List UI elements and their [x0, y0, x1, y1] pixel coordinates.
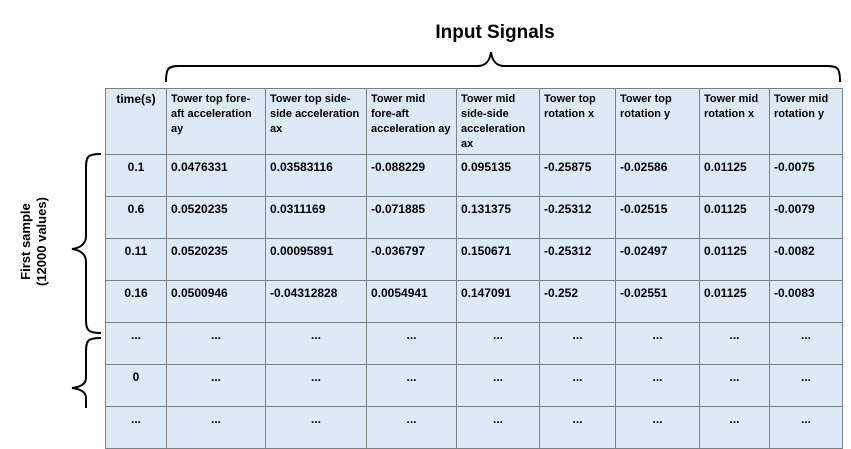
value-cell: ...	[539, 406, 616, 449]
table-row: ...........................	[105, 406, 843, 449]
time-cell: 0.6	[105, 196, 167, 239]
value-cell: 0.0476331	[166, 154, 266, 197]
value-cell: ...	[456, 406, 540, 449]
header-row: time(s) Tower top fore-aft acceleration a…	[105, 88, 843, 155]
value-cell: ...	[539, 364, 616, 407]
time-cell: ...	[105, 406, 167, 449]
column-header: Tower top side-side acceleration ax	[265, 88, 367, 155]
column-header: Tower mid fore-aft acceleration ay	[366, 88, 457, 155]
value-cell: -0.0079	[769, 196, 843, 239]
input-signals-title: Input Signals	[435, 22, 555, 43]
value-cell: ...	[699, 406, 770, 449]
value-cell: ...	[366, 322, 457, 365]
top-brace	[165, 51, 841, 83]
table-row: 0.16 0.0500946 -0.04312828 0.0054941 0.14709…	[105, 280, 843, 323]
first-sample-line1: First sample	[18, 203, 33, 280]
column-header: Tower mid rotation x	[699, 88, 770, 155]
column-header: Tower top rotation y	[615, 88, 700, 155]
time-cell: 0.16	[105, 280, 167, 323]
value-cell: 0.0311169	[265, 196, 367, 239]
value-cell: ...	[166, 406, 266, 449]
value-cell: 0.00095891	[265, 238, 367, 281]
value-cell: -0.0083	[769, 280, 843, 323]
table-row: 0.1 0.0476331 0.03583116 -0.088229 0.095135-…	[105, 154, 843, 197]
value-cell: 0.131375	[456, 196, 540, 239]
value-cell: ...	[265, 406, 367, 449]
value-cell: -0.0082	[769, 238, 843, 281]
time-cell: 0.11	[105, 238, 167, 281]
time-cell: 0	[105, 364, 167, 407]
value-cell: ...	[166, 322, 266, 365]
column-header: Tower mid rotation y	[769, 88, 843, 155]
value-cell: ...	[769, 322, 843, 365]
value-cell: 0.03583116	[265, 154, 367, 197]
first-sample-line2: (12000 values)	[34, 197, 49, 286]
table-row: 0.11 0.0520235 0.00095891 -0.036797 0.150671…	[105, 238, 843, 281]
value-cell: ...	[615, 364, 700, 407]
value-cell: 0.01125	[699, 154, 770, 197]
value-cell: -0.071885	[366, 196, 457, 239]
column-header: Tower mid side-side acceleration ax	[456, 88, 540, 155]
value-cell: -0.04312828	[265, 280, 367, 323]
value-cell: 0.0520235	[166, 196, 266, 239]
value-cell: 0.01125	[699, 196, 770, 239]
value-cell: -0.25312	[539, 238, 616, 281]
value-cell: ...	[699, 322, 770, 365]
value-cell: 0.01125	[699, 238, 770, 281]
value-cell: -0.25312	[539, 196, 616, 239]
value-cell: ...	[265, 322, 367, 365]
value-cell: ...	[539, 322, 616, 365]
value-cell: -0.25875	[539, 154, 616, 197]
value-cell: 0.0500946	[166, 280, 266, 323]
value-cell: ...	[699, 364, 770, 407]
table-row: 0.6 0.0520235 0.0311169 -0.071885 0.131375 -0…	[105, 196, 843, 239]
value-cell: ...	[769, 406, 843, 449]
column-header: Tower top fore-aft acceleration ay	[166, 88, 266, 155]
time-cell: 0.1	[105, 154, 167, 197]
value-cell: ...	[166, 364, 266, 407]
value-cell: -0.02551	[615, 280, 700, 323]
value-cell: -0.02586	[615, 154, 700, 197]
value-cell: -0.02515	[615, 196, 700, 239]
table-body: 0.1 0.0476331 0.03583116 -0.088229 0.095135-…	[105, 154, 843, 449]
value-cell: -0.036797	[366, 238, 457, 281]
value-cell: ...	[769, 364, 843, 407]
value-cell: -0.02497	[615, 238, 700, 281]
value-cell: ...	[456, 322, 540, 365]
value-cell: ...	[615, 406, 700, 449]
first-sample-brace	[71, 153, 102, 334]
table-row: ...........................	[105, 322, 843, 365]
column-header: time(s)	[105, 88, 167, 155]
value-cell: 0.147091	[456, 280, 540, 323]
value-cell: ...	[456, 364, 540, 407]
value-cell: -0.088229	[366, 154, 457, 197]
value-cell: -0.0075	[769, 154, 843, 197]
value-cell: 0.0520235	[166, 238, 266, 281]
second-sample-brace	[71, 337, 102, 408]
value-cell: ...	[366, 364, 457, 407]
column-header: Tower top rotation x	[539, 88, 616, 155]
first-sample-label: First sample (12000 values)	[18, 197, 49, 287]
value-cell: ...	[615, 322, 700, 365]
brace-annotations	[71, 51, 841, 408]
value-cell: 0.095135	[456, 154, 540, 197]
value-cell: 0.150671	[456, 238, 540, 281]
signals-table: time(s) Tower top fore-aft acceleration a…	[105, 88, 843, 449]
value-cell: 0.01125	[699, 280, 770, 323]
value-cell: 0.0054941	[366, 280, 457, 323]
value-cell: ...	[265, 364, 367, 407]
table-row: 0........................	[105, 364, 843, 407]
time-cell: ...	[105, 322, 167, 365]
value-cell: ...	[366, 406, 457, 449]
value-cell: -0.252	[539, 280, 616, 323]
